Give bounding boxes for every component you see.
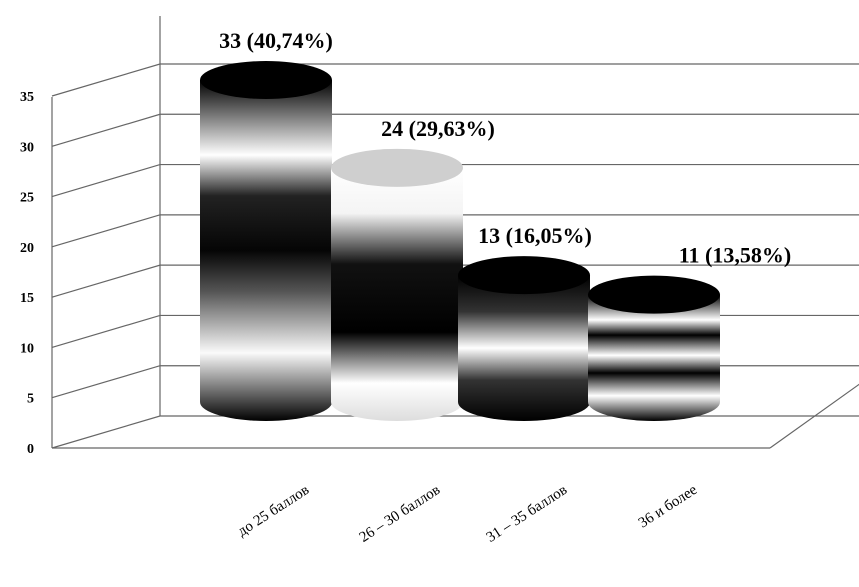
y-tick-label: 10 — [20, 341, 34, 356]
x-axis: до 25 баллов 26 – 30 баллов 31 – 35 баллов… — [235, 482, 700, 546]
data-label: 24 (29,63%) — [381, 116, 495, 141]
cylinder-bar — [200, 61, 332, 421]
data-label: 33 (40,74%) — [219, 28, 333, 53]
category-label: 36 и более — [636, 482, 701, 532]
cylinder-body — [588, 294, 720, 421]
gridlines — [51, 63, 859, 448]
cylinder-top — [458, 256, 590, 295]
cylinder-top — [200, 61, 332, 99]
data-label: 11 (13,58%) — [679, 243, 791, 268]
cylinder-top — [331, 148, 463, 187]
y-tick-label: 25 — [20, 191, 34, 206]
floor — [51, 415, 859, 449]
category-label: 26 – 30 баллов — [357, 482, 443, 546]
gridline — [51, 63, 859, 97]
floor-right-edge — [769, 383, 859, 449]
category-label: 31 – 35 баллов — [484, 482, 570, 546]
gridline — [51, 264, 859, 298]
y-tick-label: 5 — [27, 392, 34, 407]
cylinder-body — [200, 80, 332, 421]
gridline — [51, 214, 859, 248]
cylinder-bar — [588, 275, 720, 421]
data-label: 13 (16,05%) — [478, 223, 592, 248]
y-tick-label: 35 — [20, 90, 34, 105]
y-tick-label: 15 — [20, 291, 34, 306]
y-tick-label: 0 — [27, 442, 34, 457]
category-label: до 25 баллов — [235, 482, 312, 540]
cylinder-bar — [331, 148, 463, 421]
cylinder-body — [458, 275, 590, 421]
gridline — [51, 113, 859, 147]
bars — [200, 61, 720, 421]
cylinder-body — [331, 167, 463, 421]
cylinder-top — [588, 275, 720, 314]
y-tick-label: 30 — [20, 140, 34, 155]
gridline — [51, 163, 859, 198]
data-labels: 33 (40,74%) 24 (29,63%) 13 (16,05%) 11 (13,… — [219, 28, 791, 268]
y-axis: 0 5 10 15 20 25 30 35 — [20, 90, 34, 457]
y-tick-label: 20 — [20, 241, 34, 256]
cylinder-bar — [458, 256, 590, 421]
